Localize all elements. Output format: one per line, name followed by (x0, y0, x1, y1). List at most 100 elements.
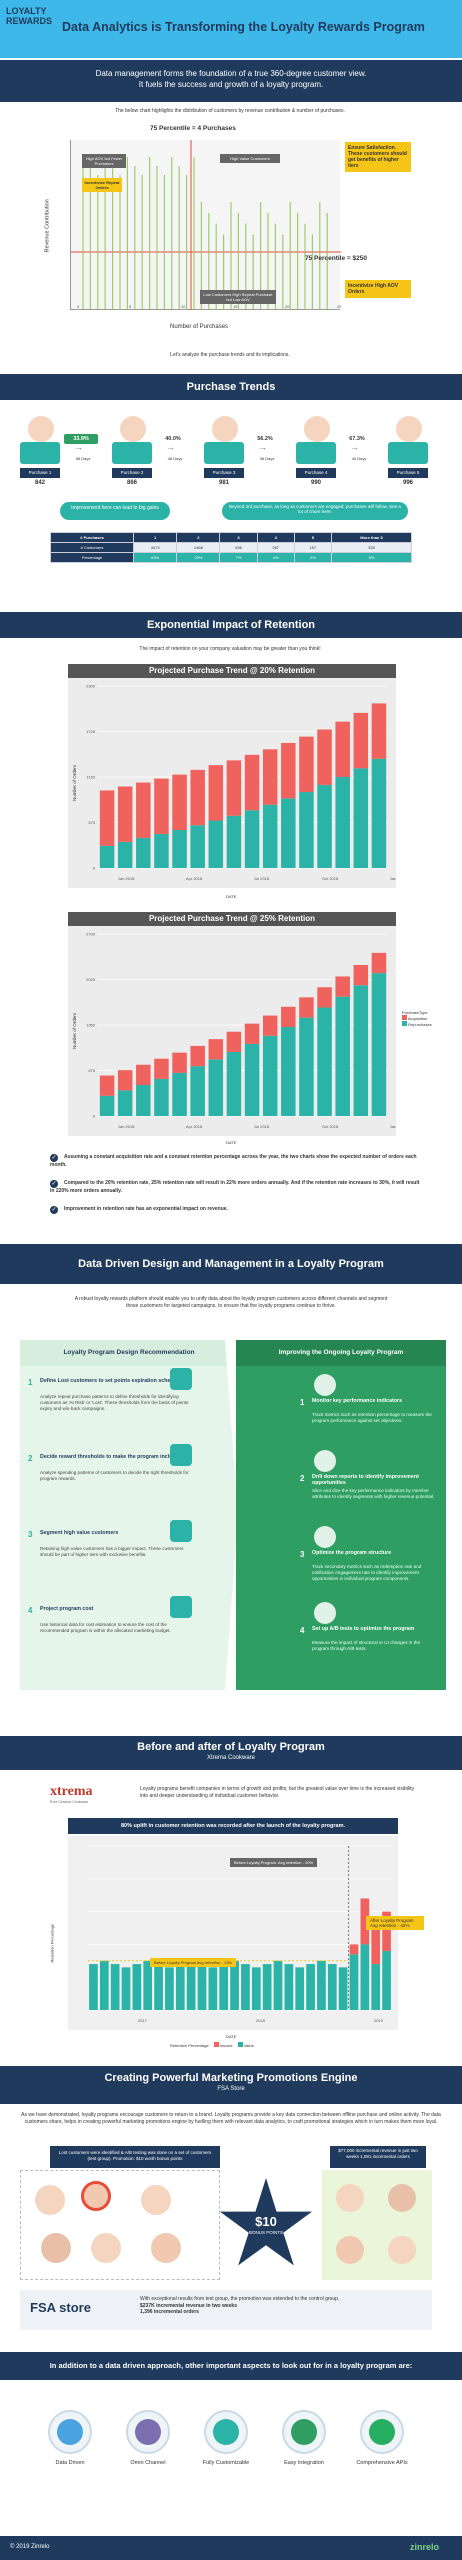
table-cell: 2% (293, 552, 332, 563)
bar-value (143, 1960, 153, 2010)
x-tick: 25 (337, 304, 341, 309)
aspect-label: Fully Customizable (202, 2460, 250, 2466)
quadrant-q-bl: Low Customers High Repeat Purchase but L… (200, 290, 276, 304)
page-title: Data Analytics is Transforming the Loyal… (62, 20, 425, 34)
bar-acquisition (208, 1039, 224, 1060)
bar-value (262, 1964, 272, 2010)
step-count: 866 (126, 480, 137, 486)
quadrant-ylabel: Revenue Contribution (44, 199, 51, 253)
bar-acquisition (317, 729, 332, 785)
quadrant-q-tl: High AOV but Fewer Purchases (82, 154, 126, 168)
bar-repurchases (371, 758, 387, 868)
bar-repurchases (208, 1059, 224, 1116)
quadrant-right-label: 75 Percentile = $250 (305, 255, 367, 262)
bar-repurchases (136, 837, 151, 868)
bar-value (110, 1964, 120, 2010)
step-number: 2 (300, 1474, 305, 1483)
promo-result-revenue: $237K incremental revenue in two weeks (140, 2302, 237, 2309)
x-tick: 20 (285, 304, 290, 309)
bar-repurchases (208, 820, 224, 868)
bar-value (154, 1964, 163, 2010)
table-cell: 63% (133, 552, 178, 563)
step-percent: 33.9% (64, 434, 98, 444)
aspect-label: Omni Channel (130, 2460, 166, 2466)
aspect-icon (126, 2410, 170, 2454)
legend-acq-label: Acquisition (407, 1016, 428, 1021)
promo-sub: FSA Store (217, 2086, 245, 2092)
legend-acq: Acquisition (402, 1015, 458, 1021)
xtrema-tagline: Pure Ceramic Cookware (50, 1800, 89, 1804)
bar-value (165, 1967, 174, 2010)
bar-acquisition (317, 987, 332, 1008)
bar-repurchases (117, 1090, 133, 1116)
step-percent: 56.2% (257, 436, 273, 442)
note-churn: Beyond 3rd purchase, as long as customer… (222, 502, 408, 520)
promo-result-text: With exceptional results from test group… (140, 2296, 340, 2302)
person-icon (28, 416, 54, 442)
step-count: 842 (34, 480, 45, 486)
y-axis-label: Number of Orders (72, 764, 77, 801)
step-icon (314, 1374, 336, 1396)
bar-acquisition (335, 721, 350, 777)
step-desc: Slice and dice the key performance indic… (312, 1488, 435, 1499)
bar-acquisition (136, 782, 151, 838)
purchase-funnel: Purchase 1 842 33.9% → 58 Days Purchase 2 866 4… (20, 412, 440, 492)
bar-repurchases (226, 815, 242, 868)
y-tick: 575 (88, 820, 95, 825)
bar-repurchases (136, 1084, 151, 1116)
step-icon (314, 1602, 336, 1624)
x-tick: Oct 2018 (322, 876, 339, 881)
before-after-desc: Loyalty programs benefit companies in te… (140, 1786, 415, 1799)
bar-value (338, 1967, 348, 2010)
x-tick: 2018 (256, 2018, 266, 2023)
bar-repurchases (335, 777, 350, 868)
step-percent: 67.3% (349, 436, 365, 442)
step-number: 4 (28, 1606, 33, 1615)
bar-acquisition (208, 765, 224, 821)
bar-acquisition (172, 774, 187, 831)
step-number: 1 (300, 1398, 305, 1407)
bar-acquisition (117, 786, 133, 842)
bar-acquisition (136, 1064, 151, 1085)
aspect-icon (282, 2410, 326, 2454)
bar-value (230, 1960, 239, 2010)
bar-repurchases (262, 1035, 278, 1116)
x-tick: Apr 2018 (186, 876, 203, 881)
chart2-svg: 0 675 1350 2025 2700 Jan 2018 Apr 2018 Jul 2018… (72, 932, 407, 1130)
person-icon (396, 416, 422, 442)
bar-acquisition (262, 1015, 278, 1036)
cart-icon (296, 442, 336, 464)
step-label: Purchase 3 (204, 468, 244, 478)
x-tick: Jan 2018 (118, 876, 135, 881)
footer-brand: zinrelo (410, 2542, 440, 2552)
x-tick: 10 (181, 304, 186, 309)
retention-bullet-1: ✓ Assuming a constant acquisition rate an… (50, 1154, 420, 1169)
table-header-cell: 4 (256, 532, 295, 543)
ba-label-after: After Loyalty Program Avg retention - 42… (366, 1916, 424, 1930)
chart2-title: Projected Purchase Trend @ 25% Retention (68, 912, 396, 926)
bar-invoice (382, 1911, 391, 1951)
step-desc: Use historical data for cost estimation … (40, 1622, 171, 1633)
table-cell: 157 (293, 542, 332, 553)
aspects-title: In addition to a data driven approach, o… (0, 2352, 462, 2380)
step-title: Segment high value customers (40, 1530, 119, 1536)
aspect-icon-inner (369, 2419, 395, 2445)
bar-acquisition (190, 769, 205, 826)
promo-right-box: $77,000 incremental revenue in just two … (330, 2146, 426, 2168)
bar-repurchases (299, 1017, 314, 1116)
table-cell: 5% (330, 552, 413, 563)
logo-text: LOYALTY REWARDS (6, 6, 53, 26)
table-cell: 4% (256, 552, 295, 563)
bar-value (89, 1964, 98, 2010)
bar-acquisition (353, 965, 369, 986)
step-label: Purchase 2 (112, 468, 152, 478)
check-icon: ✓ (50, 1206, 58, 1214)
y-tick: 1725 (86, 729, 96, 734)
bar-acquisition (154, 1058, 169, 1079)
bar-value (360, 1944, 370, 2010)
y-tick: 2300 (86, 684, 96, 689)
bar-repurchases (353, 985, 369, 1116)
bar-acquisition (99, 1075, 115, 1096)
bar-repurchases (117, 841, 133, 868)
fsa-logo-text: FSA store (30, 2300, 91, 2315)
